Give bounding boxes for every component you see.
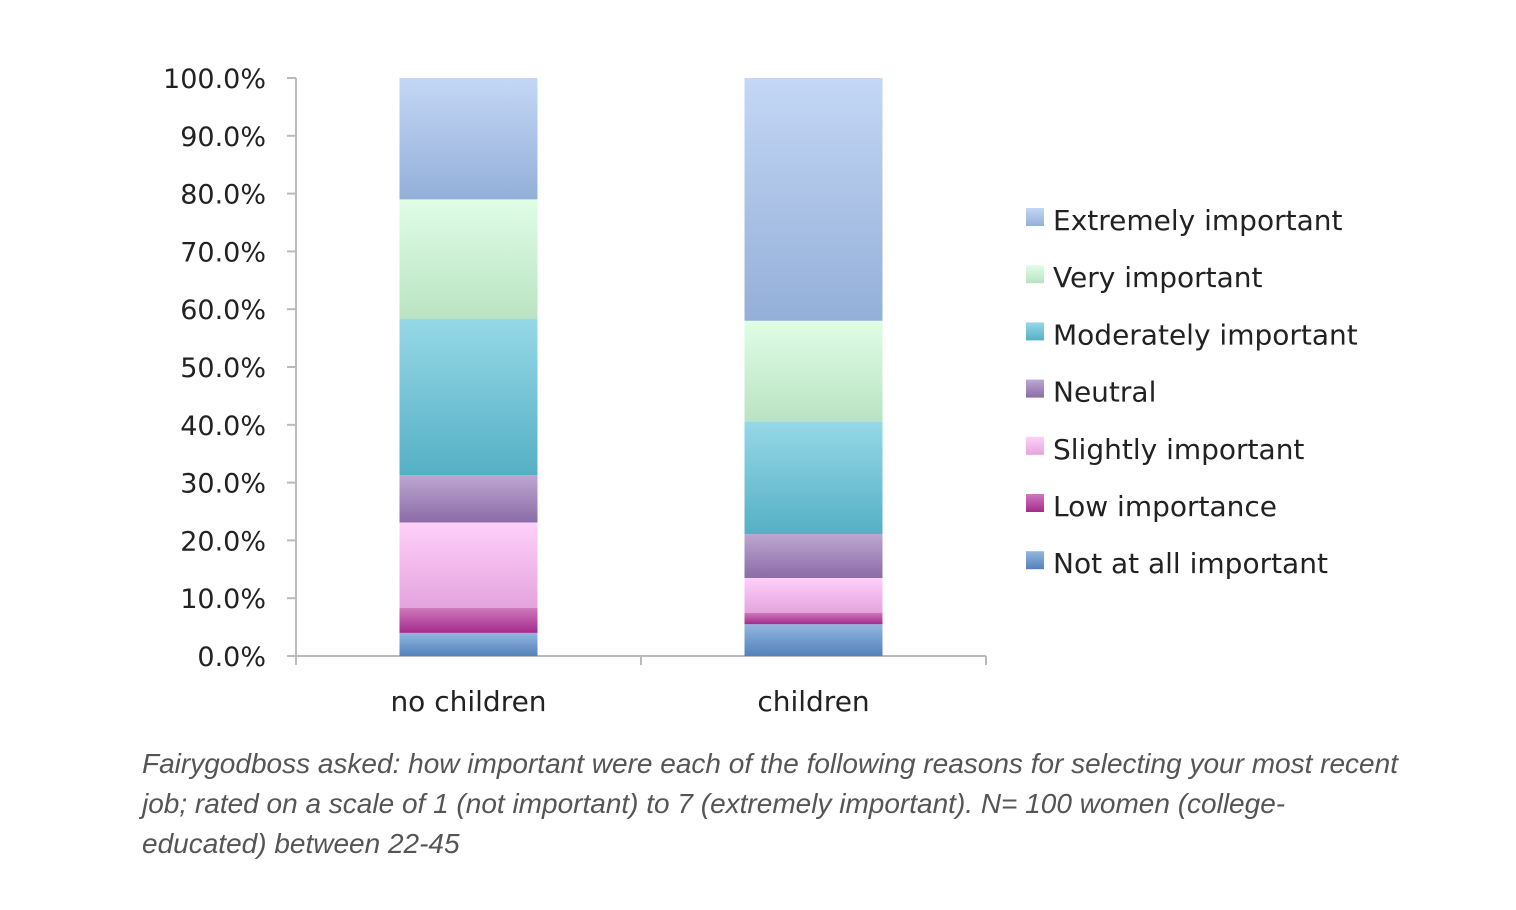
bar-segment-children-very-important — [744, 320, 883, 422]
y-tick-label: 60.0% — [180, 295, 266, 326]
y-tick-label: 10.0% — [180, 584, 266, 615]
y-tick-label: 70.0% — [180, 237, 266, 268]
bar-segment-children-moderately-important — [744, 421, 883, 535]
y-tick-label: 0.0% — [197, 642, 266, 673]
legend-label: Slightly important — [1053, 433, 1304, 466]
legend-swatch — [1026, 379, 1044, 398]
legend-label: Extremely important — [1053, 204, 1342, 237]
bar-segment-children-slightly-important — [744, 577, 883, 613]
y-tick-label: 100.0% — [163, 64, 266, 95]
y-tick-label: 50.0% — [180, 353, 266, 384]
x-category-label: children — [757, 685, 869, 718]
bar-segment-children-neutral — [744, 534, 883, 578]
legend-label: Very important — [1053, 261, 1263, 294]
legend-label: Neutral — [1053, 376, 1156, 409]
bar-segment-no-children-slightly-important — [399, 522, 538, 609]
y-tick-label: 80.0% — [180, 180, 266, 211]
y-tick-label: 20.0% — [180, 526, 266, 557]
y-tick-label: 40.0% — [180, 411, 266, 442]
legend-label: Moderately important — [1053, 318, 1358, 351]
legend-swatch — [1026, 208, 1044, 226]
bar-segment-no-children-extremely-important — [399, 78, 538, 200]
bar-segment-no-children-not-at-all-important — [399, 632, 538, 656]
bar-segment-no-children-neutral — [399, 475, 538, 523]
bar-segment-children-low-importance — [744, 612, 883, 625]
legend-swatch — [1026, 551, 1044, 570]
y-tick-label: 90.0% — [180, 122, 266, 153]
legend-label: Low importance — [1053, 490, 1277, 523]
legend-swatch — [1026, 265, 1044, 284]
legend-label: Not at all important — [1053, 547, 1328, 580]
stacked-bar-chart: 0.0% 10.0% 20.0% 30.0% 40.0% 50.0% 60.0% 70.0% 8… — [163, 64, 1358, 718]
bar-segment-children-not-at-all-important — [744, 624, 883, 656]
y-tick-label: 30.0% — [180, 469, 266, 500]
legend-swatch — [1026, 494, 1044, 512]
legend-swatch — [1026, 322, 1044, 341]
bar-segment-no-children-very-important — [399, 199, 538, 320]
chart-caption: Fairygodboss asked: how important were e… — [142, 748, 1398, 859]
x-category-label: no children — [390, 685, 546, 718]
bar-segment-children-extremely-important — [744, 78, 883, 321]
legend-swatch — [1026, 436, 1044, 455]
bar-segment-no-children-moderately-important — [399, 319, 538, 476]
bar-segment-no-children-low-importance — [399, 608, 538, 633]
